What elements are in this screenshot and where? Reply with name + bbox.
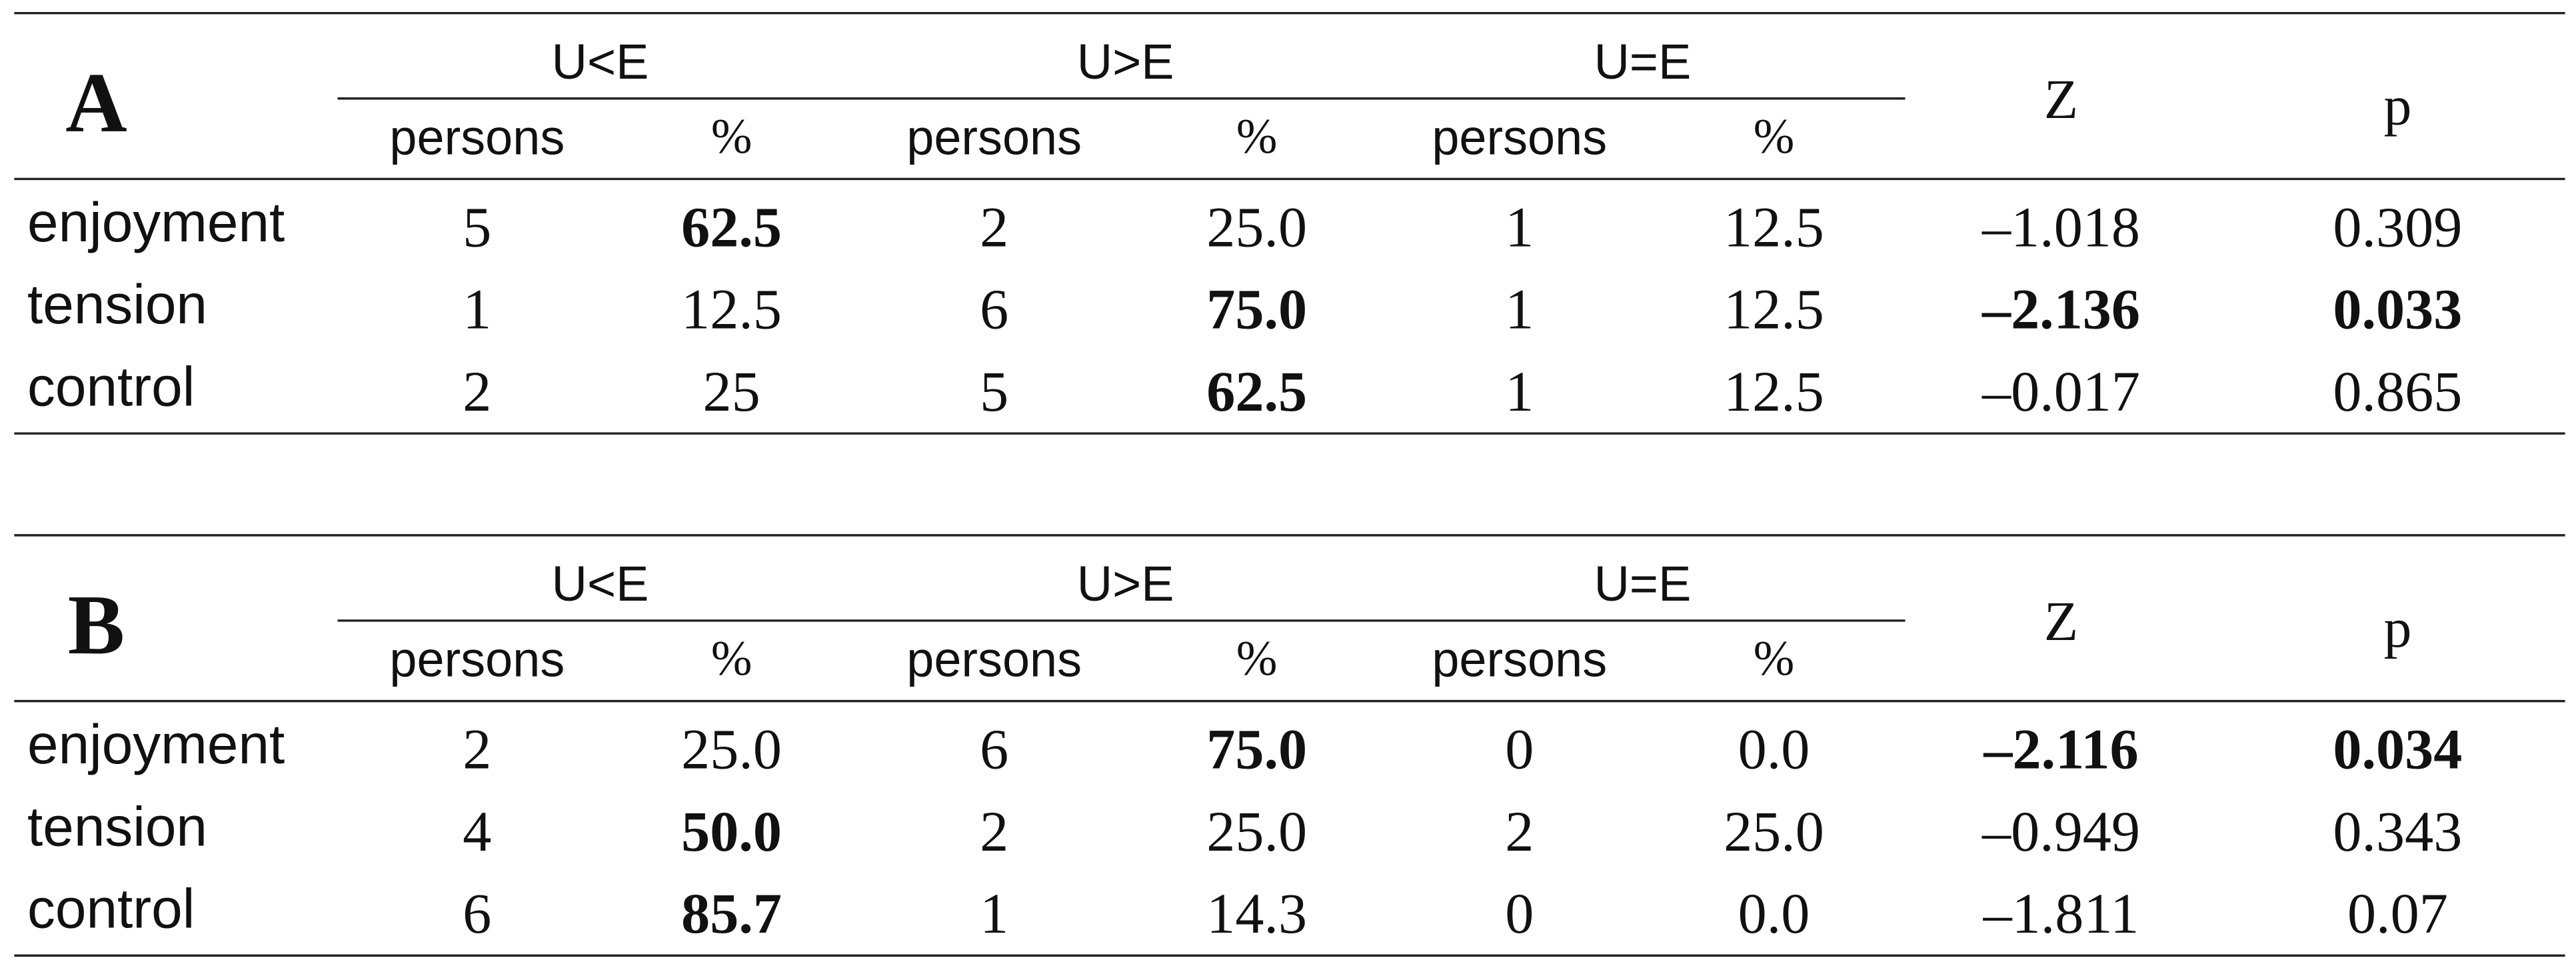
sub-header: % (1236, 631, 1278, 685)
sub-header: % (711, 631, 752, 685)
cell: 1 (1505, 195, 1534, 259)
group-header: U<E (552, 556, 649, 611)
cell: 62.5 (681, 195, 782, 259)
cell: 2 (463, 717, 491, 781)
cell: 0.034 (2333, 717, 2462, 781)
row-label: control (27, 355, 195, 417)
sub-header: % (1236, 109, 1278, 163)
cell: 12.5 (1724, 195, 1824, 259)
sub-header: persons (1432, 109, 1607, 165)
cell: 6 (463, 881, 491, 945)
sub-header: % (711, 109, 752, 163)
group-header: U>E (1077, 34, 1174, 89)
row-label: tension (27, 795, 207, 857)
row-label: tension (27, 273, 207, 335)
cell: 0.343 (2333, 799, 2462, 863)
sub-header: % (1754, 631, 1795, 685)
cell: 1 (1505, 277, 1534, 341)
cell: 0.309 (2333, 195, 2462, 259)
cell: 0 (1505, 881, 1534, 945)
table-label: B (68, 577, 125, 672)
cell: 25.0 (1206, 799, 1307, 863)
cell: 1 (980, 881, 1008, 945)
row-label: enjoyment (27, 713, 285, 775)
group-header: U<E (552, 34, 649, 89)
cell: 2 (1505, 799, 1534, 863)
cell: 2 (980, 195, 1008, 259)
cell: 85.7 (681, 881, 782, 945)
sub-header: persons (1432, 632, 1607, 687)
cell: 2 (980, 799, 1008, 863)
row-label: control (27, 877, 195, 939)
cell: 25.0 (681, 717, 782, 781)
cell: 12.5 (1724, 277, 1824, 341)
p-header: p (2383, 597, 2411, 659)
cell: 0.033 (2333, 277, 2462, 341)
sub-header: persons (389, 109, 565, 165)
cell: 0.0 (1738, 881, 1810, 945)
cell: 62.5 (1206, 359, 1307, 423)
group-header: U=E (1594, 34, 1692, 89)
cell: –0.949 (1981, 799, 2140, 863)
sub-header: % (1754, 109, 1795, 163)
cell: 25 (703, 359, 760, 423)
cell: 12.5 (1724, 359, 1824, 423)
cell: 6 (980, 717, 1008, 781)
sub-header: persons (906, 632, 1082, 687)
cell: 0.07 (2347, 881, 2448, 945)
cell: –0.017 (1981, 359, 2140, 423)
cell: 0.0 (1738, 717, 1810, 781)
cell: –1.018 (1981, 195, 2140, 259)
cell: 25.0 (1724, 799, 1824, 863)
cell: 1 (1505, 359, 1534, 423)
cell: 12.5 (681, 277, 782, 341)
z-header: Z (2044, 591, 2078, 653)
group-header: U=E (1594, 556, 1692, 611)
cell: 5 (980, 359, 1008, 423)
z-header: Z (2044, 69, 2078, 131)
cell: 6 (980, 277, 1008, 341)
cell: 75.0 (1206, 277, 1307, 341)
cell: 14.3 (1206, 881, 1307, 945)
group-header: U>E (1077, 556, 1174, 611)
p-header: p (2383, 75, 2411, 137)
cell: 25.0 (1206, 195, 1307, 259)
cell: 4 (463, 799, 491, 863)
cell: –2.136 (1981, 277, 2140, 341)
cell: 1 (463, 277, 491, 341)
sub-header: persons (389, 632, 565, 687)
row-label: enjoyment (27, 191, 285, 253)
cell: –2.116 (1983, 717, 2138, 781)
cell: 2 (463, 359, 491, 423)
cell: 5 (463, 195, 491, 259)
cell: 75.0 (1206, 717, 1307, 781)
sub-header: persons (906, 109, 1082, 165)
cell: 0.865 (2333, 359, 2462, 423)
table-label: A (65, 55, 127, 150)
cell: 0 (1505, 717, 1534, 781)
cell: 50.0 (681, 799, 782, 863)
cell: –1.811 (1983, 881, 2139, 945)
